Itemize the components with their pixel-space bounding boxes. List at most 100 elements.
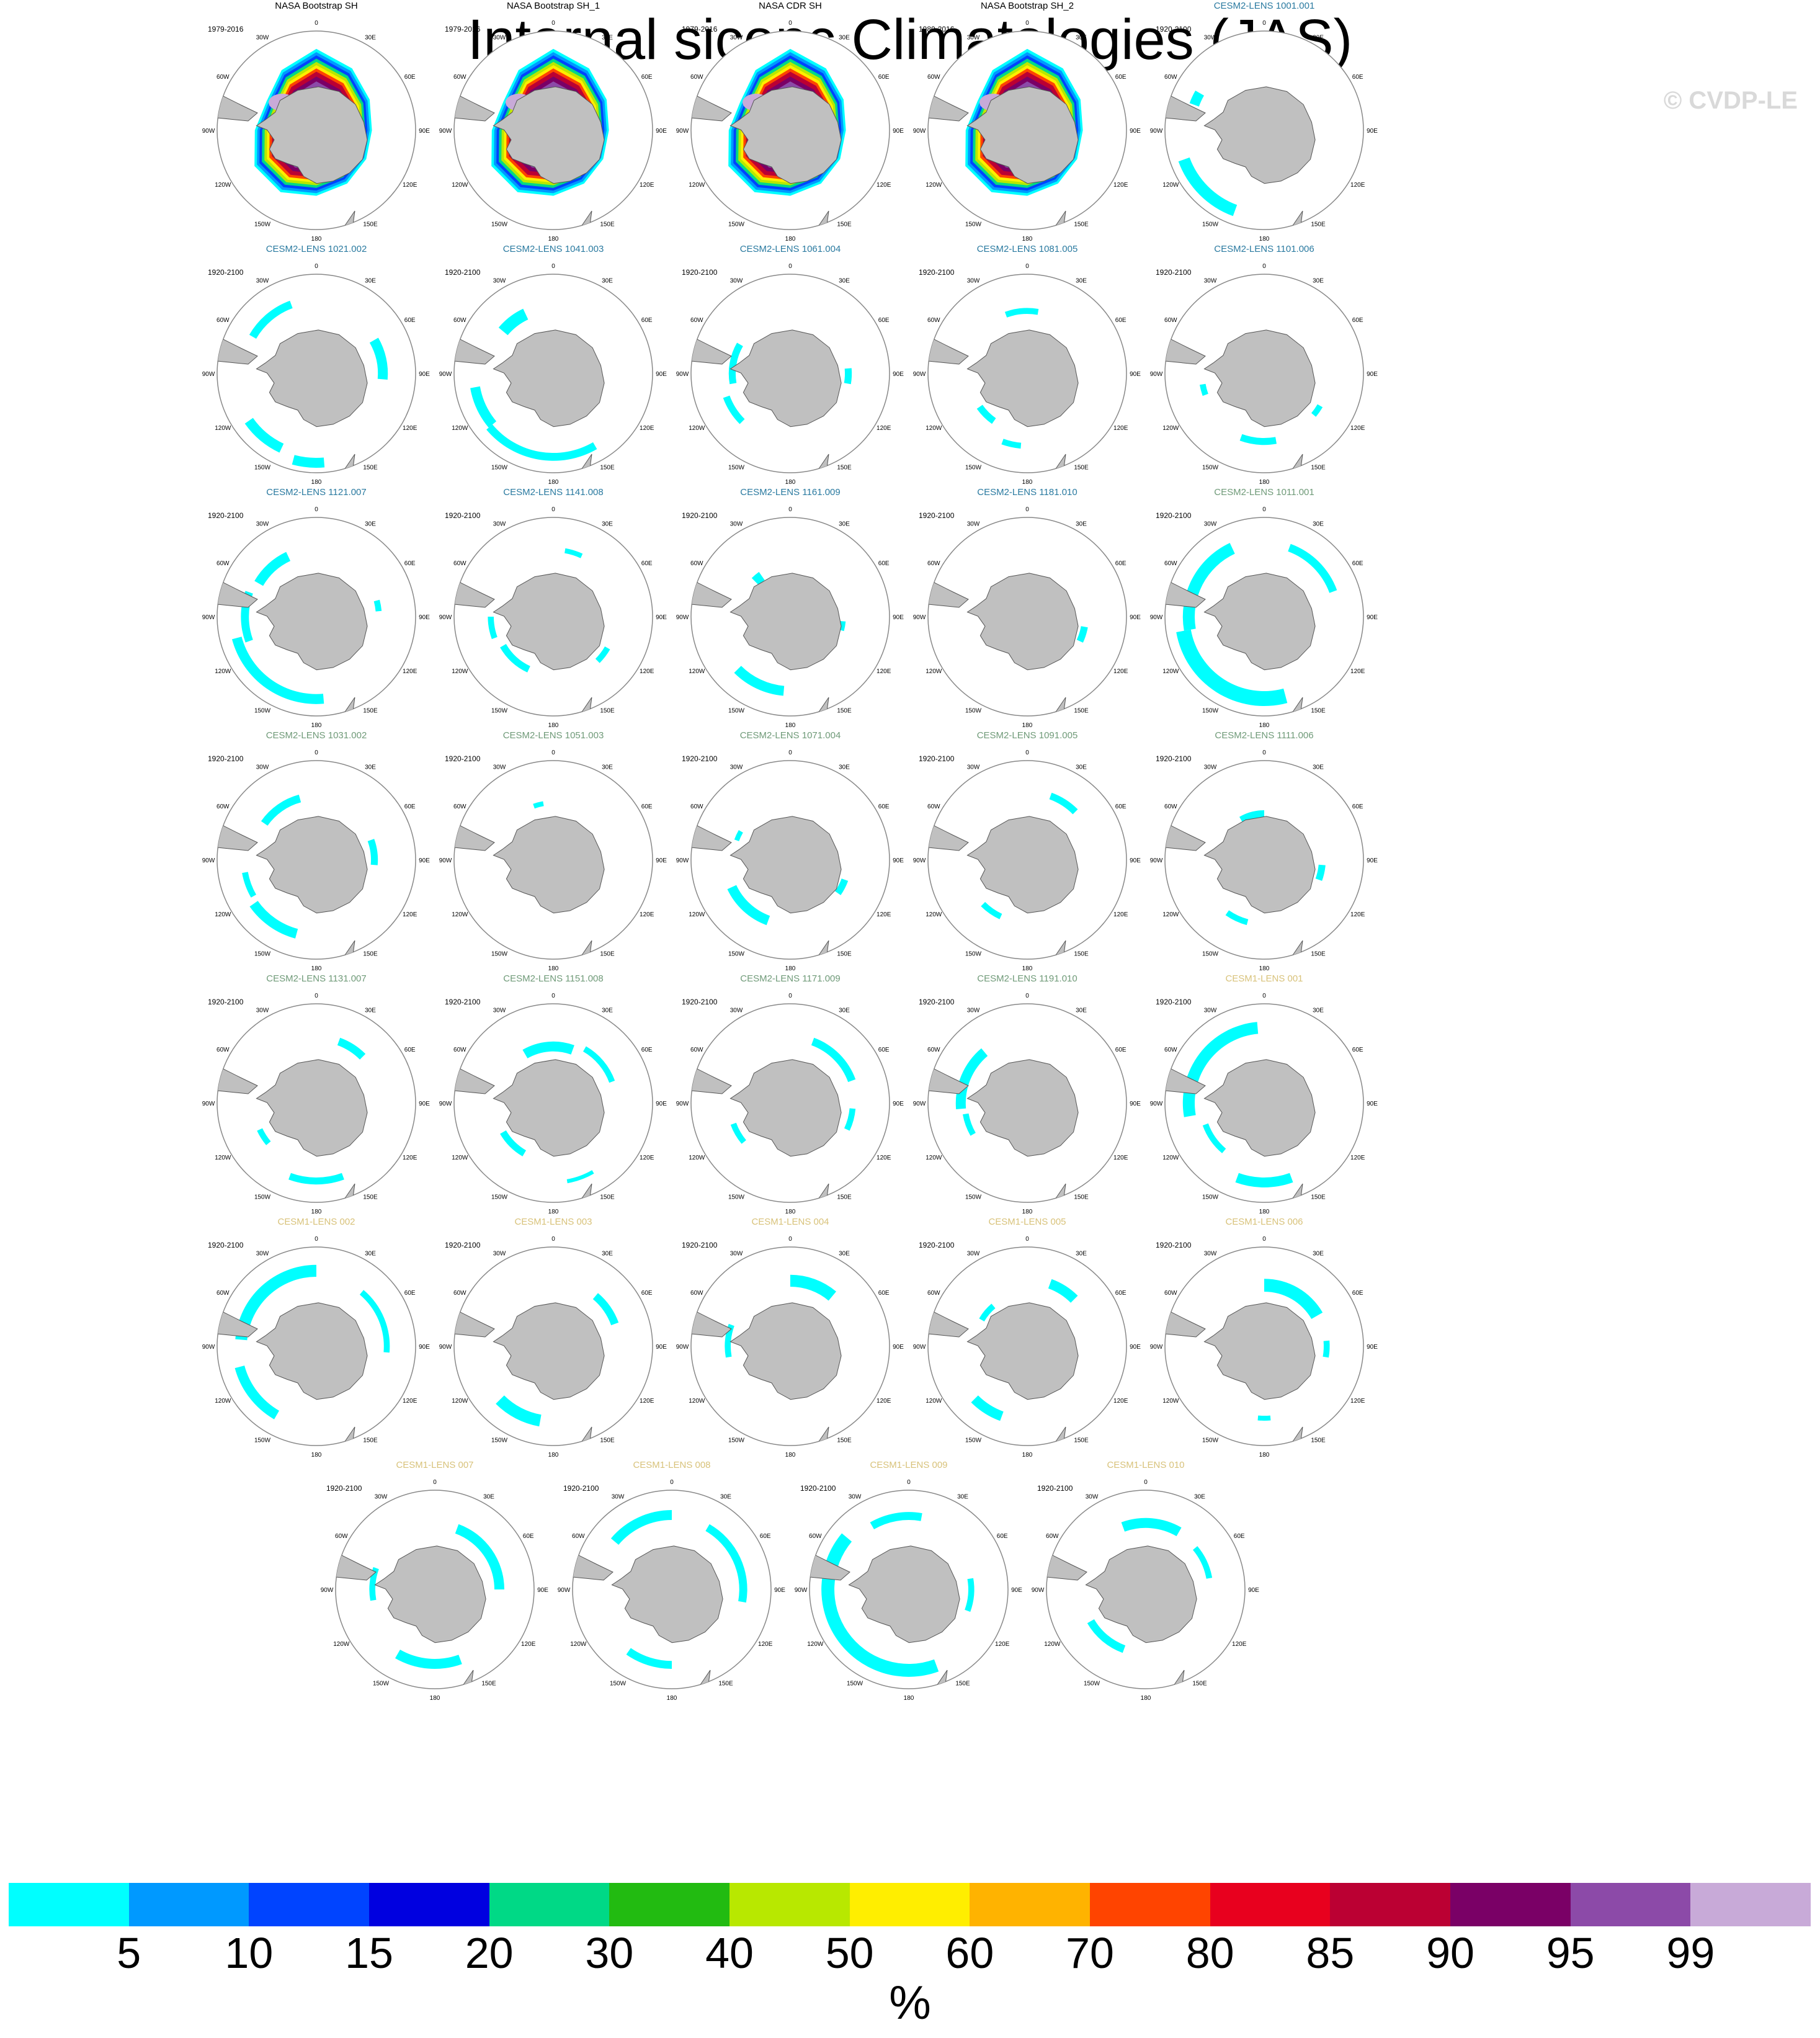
colorbar-box	[1210, 1883, 1331, 1926]
south-america-landmass	[928, 1065, 969, 1094]
longitude-label: 30W	[730, 521, 743, 527]
antarctica-landmass	[729, 1059, 842, 1157]
ice-edge-patch	[1288, 543, 1337, 593]
polar-map: 0 30E 60E 90E 120E 150E 180 150W 120W 90W 60W 30W	[439, 263, 667, 486]
polar-map: 0 30E 60E 90E 120E 150E 180 150W 120W 90W 60W 30W	[1150, 1236, 1378, 1459]
longitude-label: 90E	[1130, 371, 1141, 378]
colorbar-box	[729, 1883, 850, 1926]
longitude-label: 120E	[1232, 1641, 1247, 1648]
longitude-label: 90W	[913, 614, 926, 621]
longitude-label: 90E	[656, 614, 667, 621]
map-panel: 0 30E 60E 90E 120E 150E 180 150W 120W 90W 60W 30W CE…	[171, 973, 462, 1221]
ice-edge-patch	[533, 801, 544, 809]
map-panel: 0 30E 60E 90E 120E 150E 180 150W 120W 90W 60W 30W CE…	[171, 486, 462, 735]
ice-edge-patch	[498, 308, 529, 336]
south-america-landmass	[336, 1552, 377, 1581]
map-panel: 0 30E 60E 90E 120E 150E 180 150W 120W 90W 60W 30W CE…	[408, 730, 699, 978]
longitude-label: 60E	[1115, 560, 1126, 567]
panel-year-range: 1920-2100	[1156, 25, 1192, 34]
longitude-label: 120W	[1162, 1155, 1179, 1161]
ice-edge-patch	[976, 404, 996, 424]
longitude-label: 120E	[877, 425, 891, 432]
panel-year-range: 1920-2100	[1037, 1484, 1073, 1493]
colorbar-tick-label: 30	[585, 1929, 634, 1977]
longitude-label: 60W	[216, 74, 230, 81]
longitude-label: 120E	[403, 425, 417, 432]
longitude-label: 30E	[1313, 1007, 1324, 1014]
longitude-label: 90E	[1367, 1101, 1378, 1107]
longitude-label: 120E	[403, 668, 417, 675]
longitude-label: 0	[1025, 506, 1029, 513]
antarctica-landmass	[256, 86, 368, 184]
longitude-label: 30W	[1204, 1007, 1217, 1014]
longitude-label: 90E	[419, 614, 430, 621]
ice-edge-patch	[1200, 383, 1208, 396]
colorbar-tick-label: 5	[117, 1929, 141, 1977]
longitude-label: 30E	[483, 1493, 494, 1500]
longitude-label: 150W	[491, 708, 508, 715]
ice-edge-patch	[1225, 910, 1249, 926]
ice-edge-patch	[955, 1048, 988, 1109]
longitude-label: 90W	[439, 857, 452, 864]
longitude-label: 150E	[1074, 951, 1089, 958]
ice-edge-patch	[288, 1173, 344, 1185]
south-america-landmass	[1165, 1065, 1206, 1094]
antarctica-landmass	[493, 1059, 605, 1157]
longitude-label: 120E	[877, 668, 891, 675]
longitude-label: 150W	[728, 1194, 745, 1201]
colorbar-box	[9, 1883, 130, 1926]
antarctica-landmass	[1203, 573, 1316, 671]
longitude-label: 90W	[202, 1344, 215, 1351]
panel-title: CESM2-LENS 1071.004	[739, 730, 841, 741]
longitude-label: 150W	[491, 465, 508, 472]
longitude-label: 120E	[640, 668, 654, 675]
south-america-landmass	[1165, 822, 1206, 851]
ice-edge-patch	[254, 552, 291, 586]
longitude-label: 120E	[640, 182, 654, 189]
ice-edge-patch	[1239, 434, 1277, 445]
panel-title: CESM2-LENS 1011.001	[1214, 487, 1314, 498]
longitude-label: 60E	[878, 1047, 890, 1053]
ice-edge-patch	[1235, 1173, 1293, 1187]
south-america-landmass	[454, 92, 495, 122]
longitude-label: 0	[1144, 1479, 1148, 1486]
ice-edge-patch	[1121, 1517, 1182, 1537]
longitude-label: 90W	[439, 1344, 452, 1351]
longitude-label: 90W	[558, 1587, 571, 1594]
panel-year-range: 1920-2100	[326, 1484, 362, 1493]
longitude-label: 60E	[404, 1290, 416, 1297]
colorbar-box	[489, 1883, 610, 1926]
polar-map: 0 30E 60E 90E 120E 150E 180 150W 120W 90W 60W 30W	[1032, 1479, 1260, 1702]
antarctica-landmass	[1085, 1545, 1197, 1643]
longitude-label: 0	[314, 20, 318, 27]
longitude-label: 90E	[419, 1344, 430, 1351]
colorbar-box	[609, 1883, 730, 1926]
longitude-label: 120W	[452, 1398, 468, 1405]
longitude-label: 180	[548, 722, 559, 729]
south-america-landmass	[691, 336, 732, 365]
longitude-label: 150W	[728, 221, 745, 228]
antarctica-landmass	[493, 86, 605, 184]
ice-edge-patch	[1257, 1415, 1271, 1421]
colorbar-tick-label: 70	[1066, 1929, 1114, 1977]
longitude-label: 150W	[254, 951, 271, 958]
longitude-label: 120W	[215, 425, 231, 432]
map-panel: 0 30E 60E 90E 120E 150E 180 150W 120W 90W 60W 30W CE…	[763, 1459, 1055, 1707]
ice-edge-patch	[981, 901, 1002, 919]
longitude-label: 120E	[640, 1398, 654, 1405]
map-panel: 0 30E 60E 90E 120E 150E 180 150W 120W 90W 60W 30W CE…	[408, 1216, 699, 1464]
antarctica-landmass	[966, 1059, 1079, 1157]
colorbar-box	[1570, 1883, 1691, 1926]
longitude-label: 150E	[1074, 1437, 1089, 1444]
longitude-label: 30W	[849, 1493, 862, 1500]
longitude-label: 180	[548, 479, 559, 486]
longitude-label: 120W	[689, 425, 705, 432]
longitude-label: 90E	[656, 857, 667, 864]
longitude-label: 150E	[1311, 1437, 1326, 1444]
longitude-label: 120W	[215, 911, 231, 918]
watermark: © CVDP-LE	[1663, 87, 1798, 114]
longitude-label: 60E	[878, 803, 890, 810]
longitude-label: 120E	[1350, 1398, 1365, 1405]
panel-title: NASA Bootstrap SH	[275, 1, 358, 11]
longitude-label: 30W	[256, 277, 269, 284]
